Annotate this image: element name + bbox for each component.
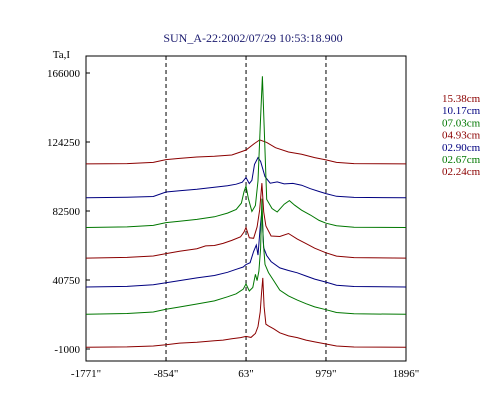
y-axis-ticks: 166000 124250 82500 40750 -1000 [47,68,90,356]
series-line-07.03cm [85,76,407,228]
legend-entry-15.38cm: 15.38cm [442,93,481,105]
legend-entry-07.03cm: 07.03cm [442,117,481,129]
legend: 15.38cm10.17cm07.03cm04.93cm02.90cm02.67… [442,93,481,178]
dashed-reference-lines [165,56,327,361]
series-line-15.38cm [85,139,407,165]
x-tick-label-2: 63" [238,368,254,380]
y-tick-label-0: 166000 [47,68,81,80]
series-line-02.90cm [85,210,407,288]
x-tick-label-0: -1771" [71,368,101,380]
y-tick-label-4: -1000 [54,344,80,356]
x-tick-label-4: 1896" [393,368,420,380]
y-tick-label-1: 124250 [47,137,81,149]
chart-title: SUN_A-22:2002/07/29 10:53:18.900 [163,31,342,45]
y-tick-label-3: 40750 [53,275,81,287]
legend-entry-02.67cm: 02.67cm [442,154,481,166]
series-line-02.67cm [85,198,407,315]
legend-entry-02.24cm: 02.24cm [442,166,481,178]
y-axis-label: Ta,I [53,49,71,61]
series-line-10.17cm [85,156,407,199]
x-tick-label-1: -854" [154,368,179,380]
x-axis-ticks: -1771" -854" 63" 979" 1896" [71,357,419,380]
series-lines [85,76,407,348]
series-line-02.24cm [85,277,407,348]
y-tick-label-2: 82500 [53,206,81,218]
x-tick-label-3: 979" [315,368,336,380]
legend-entry-02.90cm: 02.90cm [442,142,481,154]
series-line-04.93cm [85,183,407,259]
legend-entry-04.93cm: 04.93cm [442,130,481,142]
legend-entry-10.17cm: 10.17cm [442,105,481,117]
